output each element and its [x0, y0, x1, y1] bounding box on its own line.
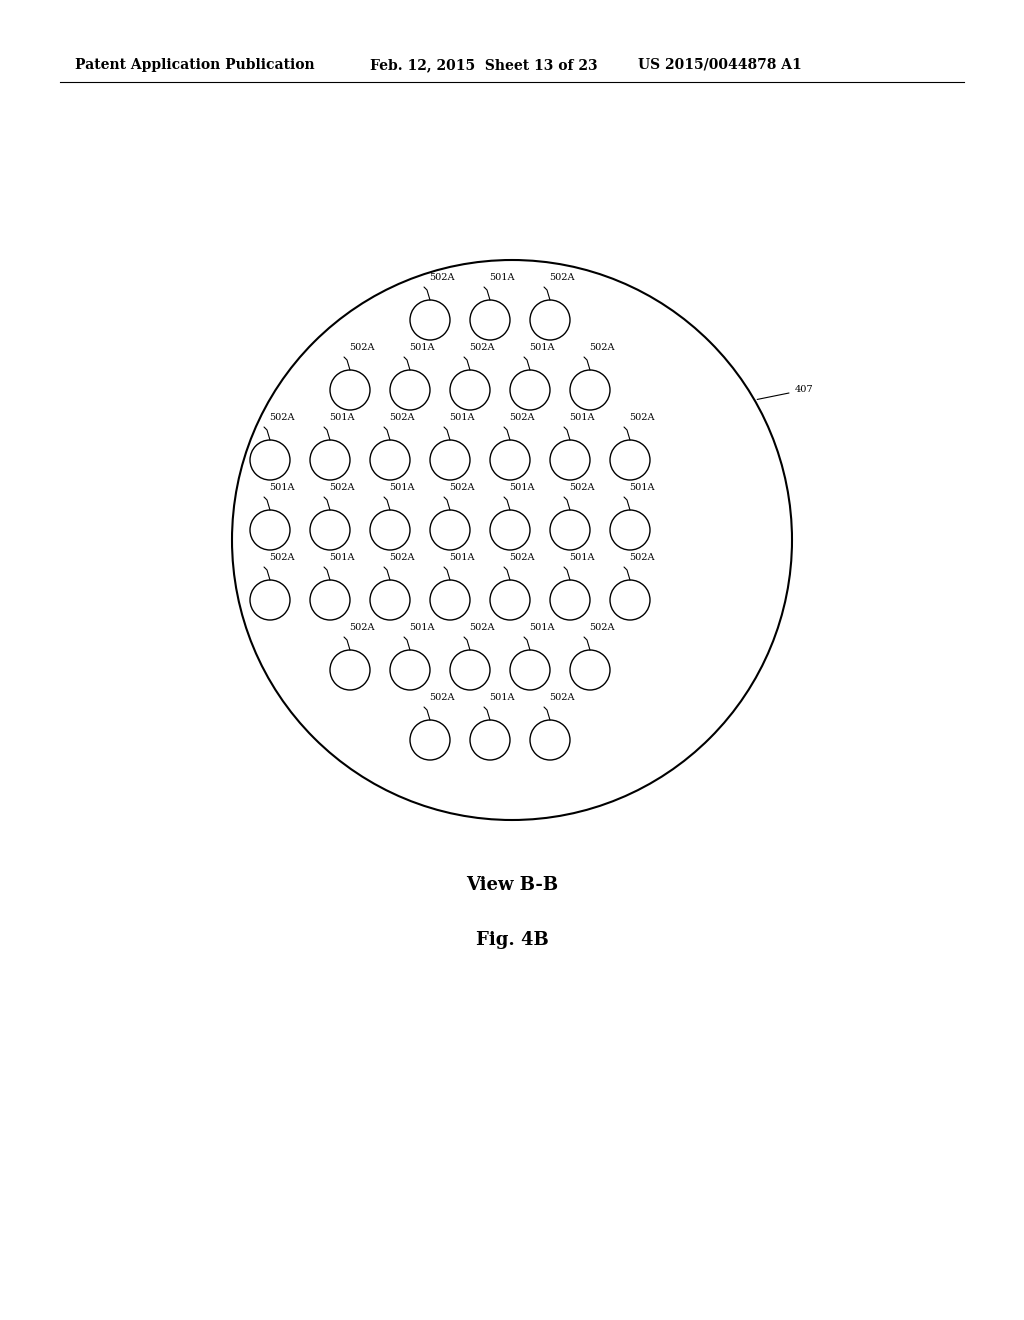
- Text: 407: 407: [757, 385, 813, 400]
- Text: 502A: 502A: [549, 693, 574, 702]
- Text: 501A: 501A: [449, 553, 474, 562]
- Text: View B-B: View B-B: [466, 876, 558, 894]
- Text: 502A: 502A: [329, 483, 354, 492]
- Text: 502A: 502A: [469, 343, 495, 352]
- Text: 502A: 502A: [509, 553, 535, 562]
- Text: 501A: 501A: [269, 483, 295, 492]
- Text: 502A: 502A: [429, 693, 455, 702]
- Text: 501A: 501A: [629, 483, 654, 492]
- Text: Patent Application Publication: Patent Application Publication: [75, 58, 314, 73]
- Text: 501A: 501A: [569, 413, 595, 422]
- Text: 502A: 502A: [389, 413, 415, 422]
- Text: 502A: 502A: [429, 273, 455, 282]
- Text: 502A: 502A: [589, 343, 614, 352]
- Text: 502A: 502A: [629, 413, 654, 422]
- Text: Fig. 4B: Fig. 4B: [475, 931, 549, 949]
- Text: 501A: 501A: [409, 623, 434, 632]
- Text: 501A: 501A: [489, 273, 514, 282]
- Text: 501A: 501A: [489, 693, 514, 702]
- Text: Feb. 12, 2015  Sheet 13 of 23: Feb. 12, 2015 Sheet 13 of 23: [370, 58, 598, 73]
- Text: 502A: 502A: [349, 343, 375, 352]
- Text: 502A: 502A: [269, 413, 295, 422]
- Text: 502A: 502A: [349, 623, 375, 632]
- Text: 502A: 502A: [389, 553, 415, 562]
- Text: 502A: 502A: [509, 413, 535, 422]
- Text: US 2015/0044878 A1: US 2015/0044878 A1: [638, 58, 802, 73]
- Text: 502A: 502A: [629, 553, 654, 562]
- Text: 502A: 502A: [569, 483, 595, 492]
- Text: 501A: 501A: [569, 553, 595, 562]
- Text: 501A: 501A: [449, 413, 474, 422]
- Text: 501A: 501A: [409, 343, 434, 352]
- Text: 501A: 501A: [529, 623, 555, 632]
- Text: 502A: 502A: [449, 483, 474, 492]
- Text: 501A: 501A: [509, 483, 535, 492]
- Text: 502A: 502A: [549, 273, 574, 282]
- Text: 502A: 502A: [469, 623, 495, 632]
- Text: 501A: 501A: [389, 483, 415, 492]
- Text: 501A: 501A: [329, 413, 354, 422]
- Text: 501A: 501A: [529, 343, 555, 352]
- Text: 502A: 502A: [269, 553, 295, 562]
- Text: 501A: 501A: [329, 553, 354, 562]
- Text: 502A: 502A: [589, 623, 614, 632]
